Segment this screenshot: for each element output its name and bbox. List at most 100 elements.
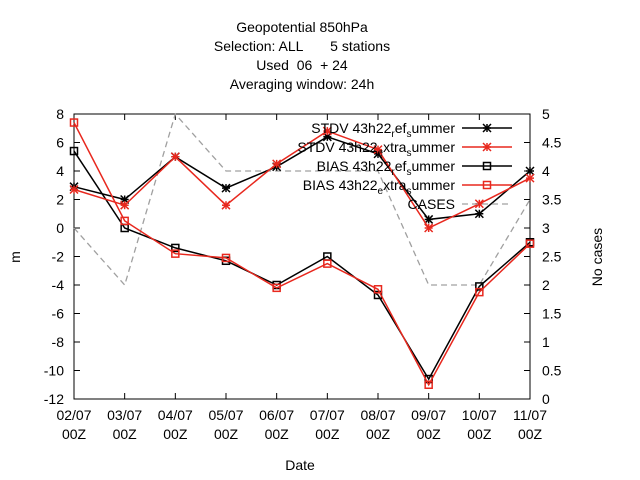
series-4	[73, 112, 531, 287]
data-point	[475, 282, 484, 291]
x-tick-label: 03/07	[107, 407, 142, 423]
y2-tick-label: 1.5	[542, 306, 562, 322]
legend-label-part: CASES	[408, 196, 455, 212]
data-point	[171, 243, 180, 253]
data-point	[474, 209, 484, 219]
x-axis-label: Date	[285, 457, 315, 473]
y2-tick-label: 2.5	[542, 249, 562, 265]
data-point	[424, 223, 434, 233]
x-tick-label: 00Z	[366, 426, 391, 442]
legend-label-part: e	[378, 186, 384, 197]
legend-label-part: ef	[395, 120, 407, 136]
legend-label-part: STDV 43h22	[311, 120, 391, 136]
data-point	[475, 287, 484, 297]
y-tick-label: -8	[52, 334, 65, 350]
data-point	[221, 253, 231, 263]
data-point	[221, 183, 231, 193]
y2-axis-label: No cases	[589, 228, 605, 286]
legend-label-part: s	[406, 167, 411, 178]
data-point	[424, 214, 434, 224]
y2-tick-label: 0	[542, 391, 550, 407]
data-point	[69, 118, 79, 127]
title-line: Selection: ALL 5 stations	[214, 38, 390, 54]
y-tick-label: -4	[52, 277, 65, 293]
x-tick-label: 00Z	[265, 426, 290, 442]
x-tick-label: 00Z	[62, 426, 87, 442]
legend-label-part: STDV 43h22	[297, 139, 377, 155]
data-point	[69, 184, 79, 195]
y2-tick-label: 0.5	[542, 363, 562, 379]
legend-label-part: BIAS 43h22	[317, 158, 392, 174]
legend-label-part: ummer	[411, 158, 455, 174]
y2-tick-label: 3.5	[542, 192, 562, 208]
y-tick-label: -12	[44, 391, 64, 407]
x-tick-label: 00Z	[163, 426, 188, 442]
y2-tick-label: 4.5	[542, 135, 562, 151]
axes: 8 6 4 2 0 -2 -4 -6 -8 -10 -12 5 4.5 4 3.5 3 2.5 2 1.5 1 0.5 0…	[44, 106, 562, 442]
x-tick-label: 00Z	[417, 426, 442, 442]
data-point	[373, 145, 383, 155]
y2-tick-label: 2	[542, 277, 550, 293]
x-tick-label: 02/07	[56, 407, 91, 423]
series-line	[73, 112, 531, 287]
data-point	[424, 380, 433, 389]
legend-marker	[482, 123, 492, 133]
x-tick-label: 00Z	[113, 426, 138, 442]
x-tick-label: 06/07	[259, 407, 294, 423]
data-point	[373, 285, 383, 294]
title-line: Averaging window: 24h	[230, 76, 375, 92]
y-axis-label: m	[7, 251, 23, 263]
legend-label-part: r	[391, 167, 395, 178]
data-point	[323, 259, 332, 268]
y-tick-label: 6	[56, 135, 64, 151]
x-tick-label: 08/07	[360, 407, 395, 423]
x-tick-label: 05/07	[208, 407, 243, 423]
legend-label-part: s	[406, 186, 411, 197]
legend-label-part: xtra	[383, 139, 407, 155]
legend-label-part: e	[378, 148, 384, 159]
legend-label: CASES	[408, 196, 455, 212]
x-tick-label: 09/07	[411, 407, 446, 423]
x-tick-label: 04/07	[158, 407, 193, 423]
y-tick-label: 8	[56, 106, 64, 122]
legend-label-part: ummer	[411, 120, 455, 136]
data-point	[525, 173, 535, 183]
x-tick-label: 00Z	[315, 426, 340, 442]
x-tick-label: 07/07	[310, 407, 345, 423]
series-layer	[69, 112, 535, 389]
legend-label-part: xtra	[383, 177, 407, 193]
y-tick-label: -6	[52, 306, 65, 322]
series-1	[69, 126, 535, 233]
legend-label: BIAS 43h22extrasummer	[303, 177, 456, 197]
legend-marker	[482, 142, 492, 152]
x-tick-label: 00Z	[518, 426, 543, 442]
legend-marker	[482, 180, 492, 190]
legend-label-part: BIAS 43h22	[303, 177, 378, 193]
data-point	[170, 152, 180, 162]
plot-frame	[73, 113, 531, 400]
series-line	[73, 122, 531, 387]
data-point	[322, 126, 332, 136]
data-point	[272, 283, 281, 293]
legend-label-part: ummer	[411, 139, 455, 155]
data-point	[525, 239, 535, 248]
legend-label: STDV 43h22extrasummer	[297, 139, 455, 159]
legend-label-part: ummer	[411, 177, 455, 193]
y2-tick-label: 4	[542, 163, 550, 179]
legend-label-part: ef	[395, 158, 407, 174]
series-line	[73, 130, 531, 229]
y-tick-label: 2	[56, 192, 64, 208]
data-point	[525, 166, 535, 176]
chart-title: Geopotential 850hPa Selection: ALL 5 stat…	[214, 19, 390, 92]
data-point	[120, 200, 130, 210]
legend-label: STDV 43h22refsummer	[311, 120, 455, 140]
x-tick-label: 10/07	[462, 407, 497, 423]
x-tick-label: 00Z	[467, 426, 492, 442]
y-tick-label: -10	[44, 363, 64, 379]
legend-label-part: s	[406, 129, 411, 140]
y2-tick-label: 1	[542, 334, 550, 350]
legend-label-part: r	[391, 129, 395, 140]
title-line: Used 06 + 24	[256, 57, 348, 73]
